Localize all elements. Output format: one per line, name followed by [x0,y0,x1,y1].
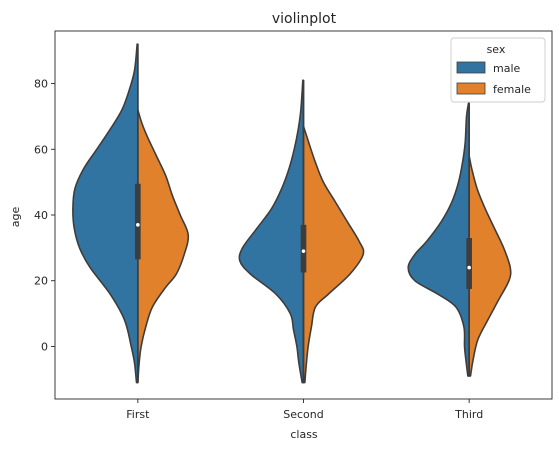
legend-swatch-female [456,82,486,95]
legend-label-female: female [493,83,531,96]
y-tick-label: 0 [41,340,48,353]
median-dot-third [467,265,471,270]
y-tick-label: 40 [34,209,48,222]
iqr-box-second [300,224,307,273]
violin-female-second [302,125,365,384]
y-tick-label: 60 [34,143,48,156]
y-tick-label: 80 [34,78,48,91]
violin-male-first [72,43,139,384]
iqr-box-third [466,238,472,289]
x-tick-label: Second [283,408,323,421]
y-tick-label: 20 [34,275,48,288]
x-tick-label: First [126,408,150,421]
legend-title: sex [487,43,506,56]
legend-label-male: male [493,62,521,75]
box-group [135,44,472,383]
iqr-box-first [135,183,141,260]
x-axis-label: class [290,428,318,441]
violin-male-third [407,102,470,377]
median-dot-first [136,223,140,227]
legend: sex male female [450,37,546,103]
violin-female-first [137,109,190,384]
y-axis-label: age [9,207,22,228]
x-axis-ticks: First Second Third [126,399,483,421]
violin-group [72,43,512,384]
chart-title: violinplot [272,11,337,27]
violin-female-third [468,155,512,377]
legend-swatch-male [456,61,486,74]
y-axis-ticks: 0 20 40 60 80 [34,78,55,353]
median-dot-second [301,249,306,253]
violin-male-second [238,79,305,384]
x-tick-label: Third [454,408,483,421]
